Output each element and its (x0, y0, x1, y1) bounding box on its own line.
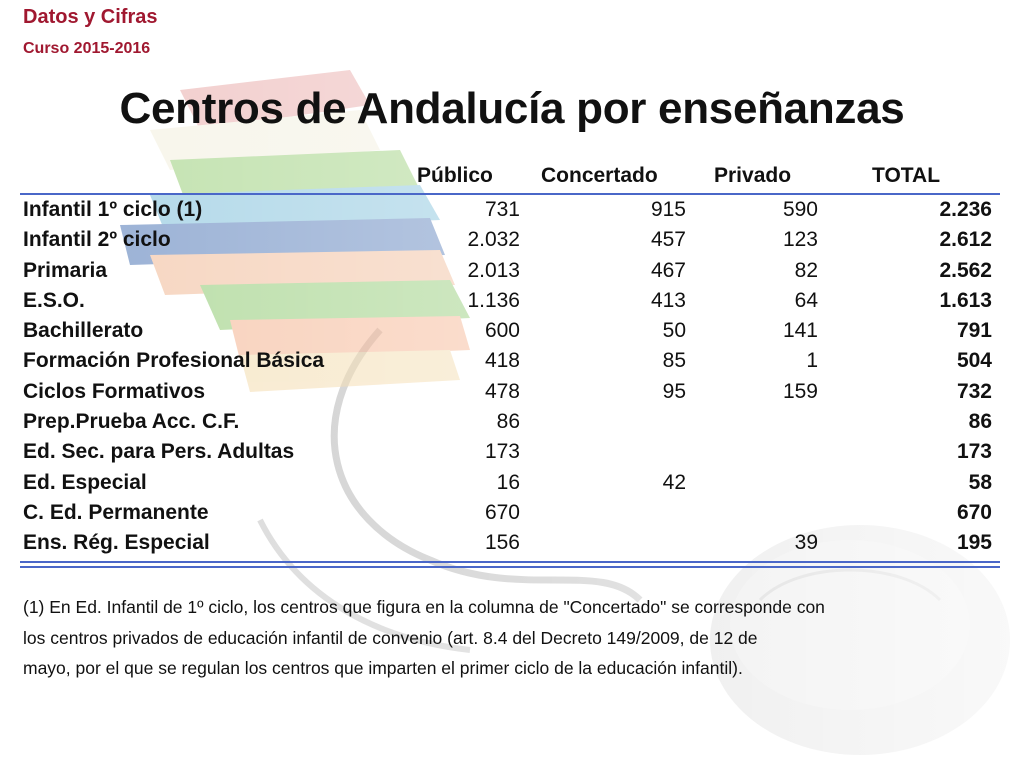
cell-publico: 2.032 (467, 228, 520, 252)
cell-privado: 159 (782, 379, 818, 403)
table-row: C. Ed. Permanente 670 670 (0, 499, 1024, 529)
table-row: Ed. Especial 16 42 58 (0, 469, 1024, 499)
cell-concertado: 915 (650, 198, 686, 221)
course-label: Curso 2015-2016 (23, 40, 151, 57)
table-row: Ens. Rég. Especial 156 39 195 (0, 529, 1024, 559)
cell-total: 2.612 (939, 228, 992, 252)
cell-total: 2.236 (939, 198, 992, 221)
row-label: Prep.Prueba Acc. C.F. (23, 410, 240, 434)
table-row: Prep.Prueba Acc. C.F. 86 86 (0, 408, 1024, 438)
table-row: Infantil 1º ciclo (1) 731 915 590 2.236 (0, 196, 1024, 226)
cell-publico: 1.136 (467, 288, 520, 312)
cell-privado: 590 (782, 198, 818, 221)
row-label: Ed. Sec. para Pers. Adultas (23, 440, 295, 464)
cell-concertado: 467 (650, 258, 686, 282)
footnote: (1) En Ed. Infantil de 1º ciclo, los cen… (23, 592, 983, 684)
cell-total: 86 (968, 410, 992, 434)
cell-total: 791 (956, 319, 992, 343)
row-label: Formación Profesional Básica (23, 349, 325, 373)
table-row: Formación Profesional Básica 418 85 1 50… (0, 347, 1024, 377)
cell-total: 1.613 (939, 288, 992, 312)
column-header-total: TOTAL (872, 164, 941, 187)
row-label: Ens. Rég. Especial (23, 531, 210, 555)
cell-publico: 478 (484, 379, 520, 403)
footnote-line: mayo, por el que se regulan los centros … (23, 658, 743, 678)
cell-total: 195 (956, 531, 992, 555)
row-label: E.S.O. (23, 288, 85, 312)
cell-publico: 86 (496, 410, 520, 434)
row-label: Bachillerato (23, 319, 144, 343)
cell-total: 173 (956, 440, 992, 464)
column-header-concertado: Concertado (541, 164, 658, 187)
cell-privado: 141 (782, 319, 818, 343)
cell-total: 2.562 (939, 258, 992, 282)
cell-privado: 39 (794, 531, 818, 555)
cell-total: 732 (956, 379, 992, 403)
footer-divider (20, 561, 1000, 563)
column-header-publico: Público (417, 164, 493, 187)
cell-concertado: 85 (662, 349, 686, 373)
cell-privado: 82 (794, 258, 818, 282)
header-divider (20, 193, 1000, 195)
row-label: Infantil 1º ciclo (1) (23, 198, 203, 221)
brand-title: Datos y Cifras (23, 6, 158, 28)
table-row: E.S.O. 1.136 413 64 1.613 (0, 287, 1024, 317)
cell-concertado: 413 (650, 288, 686, 312)
cell-concertado: 50 (662, 319, 686, 343)
row-label: Ciclos Formativos (23, 379, 206, 403)
cell-publico: 418 (484, 349, 520, 373)
table-row: Infantil 2º ciclo 2.032 457 123 2.612 (0, 226, 1024, 256)
cell-total: 58 (968, 470, 992, 494)
footnote-line: (1) En Ed. Infantil de 1º ciclo, los cen… (23, 597, 825, 617)
column-header-privado: Privado (714, 164, 792, 187)
table-row: Bachillerato 600 50 141 791 (0, 317, 1024, 347)
cell-publico: 670 (484, 500, 520, 524)
cell-privado: 1 (806, 349, 818, 373)
cell-concertado: 42 (662, 470, 686, 494)
table-row: Primaria 2.013 467 82 2.562 (0, 257, 1024, 287)
table-row: Ed. Sec. para Pers. Adultas 173 173 (0, 438, 1024, 468)
row-label: C. Ed. Permanente (23, 500, 209, 524)
table-row: Ciclos Formativos 478 95 159 732 (0, 378, 1024, 408)
cell-privado: 64 (794, 288, 818, 312)
cell-publico: 173 (484, 440, 520, 464)
cell-publico: 2.013 (467, 258, 520, 282)
cell-total: 670 (956, 500, 992, 524)
row-label: Ed. Especial (23, 470, 147, 494)
cell-total: 504 (956, 349, 992, 373)
row-label: Infantil 2º ciclo (23, 228, 171, 252)
cell-publico: 731 (484, 198, 520, 221)
cell-concertado: 457 (650, 228, 686, 252)
footer-divider-double (20, 566, 1000, 568)
data-table: Infantil 1º ciclo (1) 731 915 590 2.236 … (0, 196, 1024, 560)
row-label: Primaria (23, 258, 108, 282)
cell-privado: 123 (782, 228, 818, 252)
cell-publico: 156 (484, 531, 520, 555)
cell-publico: 600 (484, 319, 520, 343)
page-title: Centros de Andalucía por enseñanzas (119, 84, 905, 133)
cell-concertado: 95 (662, 379, 686, 403)
footnote-line: los centros privados de educación infant… (23, 627, 758, 648)
cell-publico: 16 (496, 470, 520, 494)
